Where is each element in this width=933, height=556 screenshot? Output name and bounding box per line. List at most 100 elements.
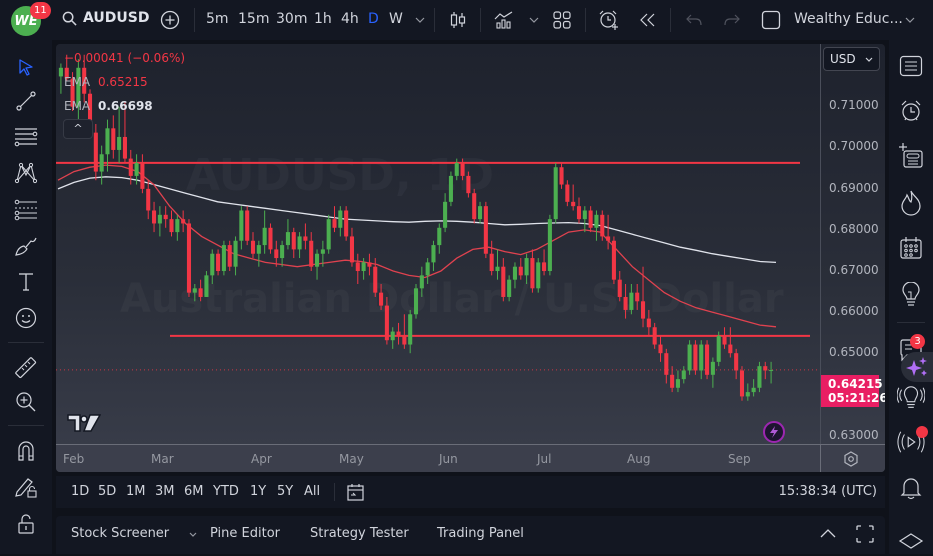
indicators-button[interactable]: [492, 8, 516, 32]
streams-button[interactable]: [897, 384, 925, 412]
utc-clock[interactable]: 15:38:34 (UTC): [778, 484, 877, 499]
ema-fast-legend[interactable]: EMA 0.65215: [64, 75, 148, 89]
pattern-tool[interactable]: [12, 159, 40, 187]
range-3m[interactable]: 3M: [155, 484, 175, 499]
currency-selector[interactable]: USD: [823, 47, 880, 71]
zoom-tool[interactable]: [12, 388, 40, 416]
fibonacci-icon: [14, 199, 37, 221]
unlock-icon: [18, 514, 34, 534]
undo-button[interactable]: [682, 8, 706, 32]
chart-type-button[interactable]: [446, 8, 470, 32]
divider: [194, 8, 195, 32]
time-label: Jul: [537, 452, 552, 466]
redo-icon: [724, 14, 740, 26]
divider: [897, 322, 925, 323]
tab-stock-screener[interactable]: Stock Screener: [71, 526, 170, 541]
timeframe-1d[interactable]: D: [368, 11, 379, 27]
fib-tool[interactable]: [12, 196, 40, 224]
price-label: 0.70000: [829, 139, 879, 153]
create-alert-button[interactable]: [597, 8, 621, 32]
divider: [480, 8, 481, 32]
timeframe-15m[interactable]: 15m: [238, 11, 270, 27]
timeframe-1h[interactable]: 1h: [314, 11, 332, 27]
bell-icon: [900, 478, 922, 500]
live-streams-button[interactable]: [897, 428, 925, 456]
settings-hexagon-icon: [844, 451, 858, 467]
time-axis[interactable]: Feb Mar Apr May Jun Jul Aug Sep: [56, 444, 885, 472]
price-label: 0.67000: [829, 263, 879, 277]
chevron-down-icon[interactable]: [189, 532, 197, 537]
tab-pine-editor[interactable]: Pine Editor: [210, 526, 281, 541]
price-pane[interactable]: [56, 44, 820, 444]
expand-panel-icon[interactable]: [820, 528, 836, 538]
bottom-panel: Stock Screener Pine Editor Strategy Test…: [56, 516, 885, 554]
calendar-button[interactable]: [897, 234, 925, 262]
range-6m[interactable]: 6M: [184, 484, 204, 499]
range-5d[interactable]: 5D: [98, 484, 117, 499]
collapse-legend-button[interactable]: ^: [63, 119, 93, 139]
replay-button[interactable]: [636, 8, 660, 32]
timeframe-30m[interactable]: 30m: [276, 11, 308, 27]
timeframe-5m[interactable]: 5m: [206, 11, 229, 27]
lock-drawings-tool[interactable]: [12, 473, 40, 501]
range-1d[interactable]: 1D: [71, 484, 90, 499]
ideas-button[interactable]: [897, 281, 925, 309]
trend-line-tool[interactable]: [12, 87, 40, 115]
range-1y[interactable]: 1Y: [250, 484, 267, 499]
square-icon: [761, 10, 781, 30]
indicators-dropdown[interactable]: [522, 8, 546, 32]
compare-symbol-button[interactable]: [158, 8, 182, 32]
layout-grid-button[interactable]: [550, 8, 574, 32]
ai-assistant-button[interactable]: [901, 352, 933, 382]
text-tool[interactable]: [12, 268, 40, 296]
timeframe-dropdown[interactable]: [408, 8, 432, 32]
cursor-tool[interactable]: [12, 53, 40, 81]
tab-trading-panel[interactable]: Trading Panel: [437, 526, 524, 541]
emoji-tool[interactable]: [12, 304, 40, 332]
lightning-button[interactable]: [763, 421, 785, 443]
chart-area[interactable]: AUDUSD, 1D Australian Dollar / U.S. Doll…: [56, 44, 885, 472]
candlestick-chart: [56, 54, 820, 401]
divider: [670, 8, 671, 32]
notifications-button[interactable]: [897, 474, 925, 502]
range-all[interactable]: All: [304, 484, 321, 499]
layout-dropdown[interactable]: [898, 8, 922, 32]
undo-icon: [686, 14, 702, 26]
range-1m[interactable]: 1M: [126, 484, 146, 499]
layers-button[interactable]: [897, 528, 925, 556]
indicators-icon: [494, 11, 513, 29]
price-axis[interactable]: 0.71000 0.70000 0.69000 0.68000 0.67000 …: [820, 44, 885, 444]
horizontal-lines-tool[interactable]: [12, 123, 40, 151]
ema-slow-legend[interactable]: EMA 0.66698: [64, 99, 153, 113]
redo-button[interactable]: [720, 8, 744, 32]
alarm-plus-icon: [599, 10, 618, 30]
timeframe-1w[interactable]: W: [389, 11, 403, 27]
chevron-down-icon: [865, 57, 873, 62]
maximize-panel-icon[interactable]: [856, 525, 874, 543]
flame-icon: [901, 190, 921, 216]
alarm-clock-icon: [901, 100, 921, 121]
range-ytd[interactable]: YTD: [213, 484, 239, 499]
hotlists-button[interactable]: [897, 189, 925, 217]
layout-name-button[interactable]: Wealthy Educ...: [794, 11, 903, 27]
range-5y[interactable]: 5Y: [277, 484, 294, 499]
alerts-button[interactable]: [897, 97, 925, 125]
measure-tool[interactable]: [12, 354, 40, 382]
timeframe-4h[interactable]: 4h: [341, 11, 359, 27]
magnet-tool[interactable]: [12, 437, 40, 465]
broadcast-bulb-icon: [897, 386, 925, 408]
lock-all-tool[interactable]: [12, 510, 40, 538]
brush-icon: [15, 237, 37, 256]
brush-tool[interactable]: [12, 232, 40, 260]
price-change: −0.00041 (−0.06%): [64, 51, 186, 65]
rewind-icon: [640, 13, 655, 27]
tab-strategy-tester[interactable]: Strategy Tester: [310, 526, 409, 541]
layout-checkbox[interactable]: [759, 8, 783, 32]
watchlist-button[interactable]: [897, 52, 925, 80]
go-to-date-button[interactable]: [346, 482, 366, 506]
object-tree-button[interactable]: [897, 142, 925, 170]
divider: [820, 445, 821, 472]
chart-settings-button[interactable]: [843, 451, 859, 471]
divider: [585, 8, 586, 32]
symbol-search-button[interactable]: AUDUSD: [62, 10, 149, 26]
